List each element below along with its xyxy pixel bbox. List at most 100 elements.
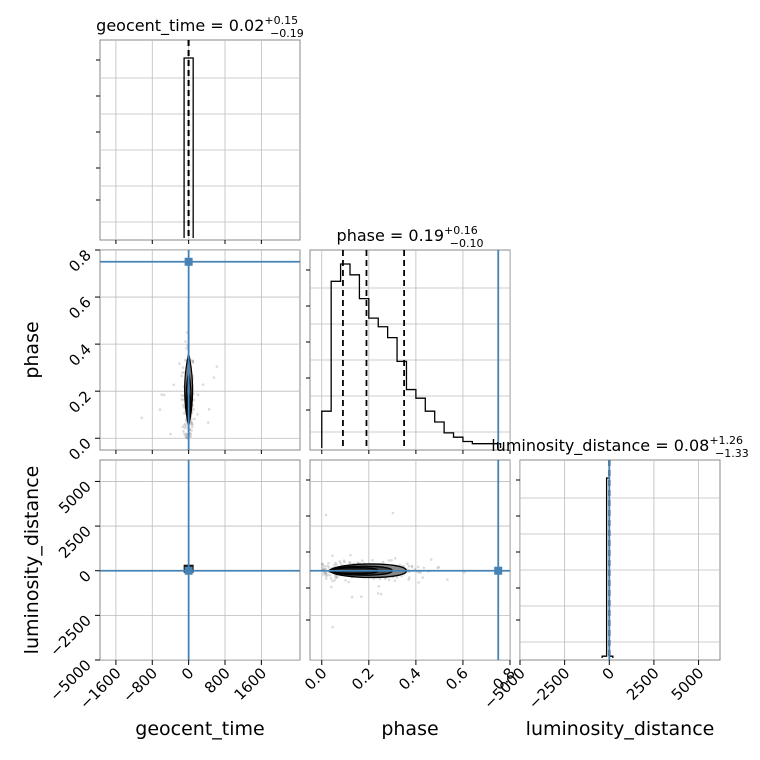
x-tick-label: 0.2 (348, 664, 378, 694)
sample-point (180, 394, 184, 397)
sample-point (410, 565, 414, 569)
sample-point (324, 571, 328, 575)
truth-marker (184, 257, 193, 266)
sample-point (182, 412, 186, 415)
sample-point (462, 571, 466, 574)
sample-point (333, 564, 336, 567)
x-tick-label: 0 (599, 664, 618, 683)
sample-point (410, 564, 414, 568)
sample-point (189, 434, 193, 438)
sample-point (181, 403, 185, 407)
sample-point (335, 563, 338, 566)
y-tick-label: 0.4 (65, 340, 95, 370)
y-tick-label: 0.6 (65, 293, 95, 323)
sample-point (379, 592, 383, 596)
sample-point (190, 422, 193, 426)
sample-point (196, 413, 199, 416)
truth-marker (184, 566, 193, 575)
sample-point (328, 573, 332, 577)
sample-point (192, 398, 196, 402)
sample-point (190, 429, 193, 432)
xlabel-phase: phase (381, 718, 438, 740)
sample-point (324, 574, 328, 578)
xlabel-luminosity-distance: luminosity_distance (526, 718, 715, 740)
sample-point (446, 578, 449, 581)
sample-point (343, 560, 346, 564)
sample-point (436, 566, 440, 570)
sample-point (407, 576, 411, 579)
sample-point (183, 423, 186, 427)
x-tick-label: 800 (201, 664, 234, 697)
sample-point (334, 561, 337, 565)
sample-point (184, 436, 188, 439)
x-tick-label: −2500 (525, 664, 574, 713)
sample-point (184, 358, 187, 362)
truth-marker (494, 566, 503, 575)
sample-point (140, 416, 144, 420)
title-geocent-time: geocent_time = 0.02+0.15 −0.19 (96, 14, 304, 40)
sample-point (329, 577, 333, 580)
ylabel-phase: phase (21, 321, 43, 378)
y-tick-label: −2500 (46, 611, 95, 660)
sample-point (158, 408, 162, 411)
panel-distance-vs-geocent-time (99, 459, 301, 661)
sample-point (390, 559, 393, 562)
y-tick-label: 0.0 (65, 434, 95, 464)
sample-point (333, 578, 336, 582)
sample-point (190, 425, 194, 429)
sample-point (406, 562, 409, 566)
sample-point (429, 558, 433, 561)
sample-point (183, 426, 187, 430)
sample-point (180, 374, 183, 378)
panel-content (100, 40, 300, 240)
panel-frame (99, 39, 301, 241)
panel-distance-hist (519, 459, 721, 661)
sample-point (191, 361, 195, 364)
sample-point (383, 577, 387, 580)
panel-phase-vs-geocent-time (99, 249, 301, 451)
sample-point (185, 347, 188, 350)
sample-point (437, 565, 441, 569)
sample-point (321, 563, 325, 567)
sample-point (349, 553, 352, 557)
x-tick-label: 0.4 (395, 664, 425, 694)
panel-content (100, 460, 300, 660)
sample-point (338, 560, 341, 563)
sample-point (387, 559, 391, 562)
sample-point (189, 432, 192, 435)
title-luminosity-distance: luminosity_distance = 0.08+1.26 −1.33 (491, 434, 749, 460)
sample-point (361, 559, 364, 562)
sample-point (347, 580, 351, 584)
sample-point (190, 420, 193, 424)
sample-point (207, 407, 211, 411)
sample-point (191, 423, 194, 426)
panel-frame (519, 459, 721, 661)
sample-point (322, 573, 325, 576)
sample-point (320, 562, 324, 566)
sample-point (381, 560, 385, 564)
panel-content (310, 460, 510, 660)
sample-point (182, 430, 185, 433)
sample-point (376, 592, 380, 595)
sample-point (169, 432, 172, 436)
sample-point (393, 579, 397, 582)
grid (520, 460, 720, 660)
sample-point (371, 558, 374, 562)
sample-point (212, 376, 216, 379)
sample-point (184, 424, 188, 428)
sample-point (172, 383, 176, 387)
sample-point (191, 359, 195, 362)
panel-content (520, 460, 720, 660)
sample-point (191, 360, 194, 363)
sample-point (162, 393, 166, 397)
sample-point (395, 576, 399, 579)
sample-point (184, 434, 187, 437)
sample-point (331, 625, 334, 629)
sample-point (184, 340, 187, 343)
sample-point (323, 564, 327, 568)
panel-phase-hist (309, 249, 511, 451)
x-tick-label: 1600 (230, 664, 270, 704)
sample-point (180, 398, 183, 401)
sample-point (181, 425, 185, 429)
